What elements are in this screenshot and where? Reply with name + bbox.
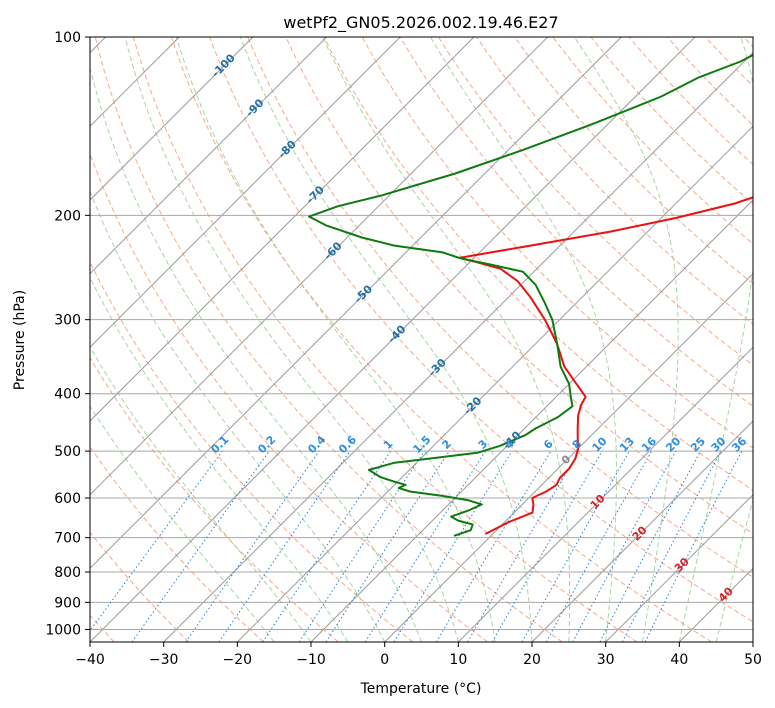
y-tick-label: 300 — [54, 313, 81, 329]
mixing-ratio-line — [393, 450, 513, 642]
isotherms — [90, 37, 753, 642]
mixing-ratio-line — [218, 450, 351, 642]
mixing-ratio-line — [90, 450, 223, 632]
dry-adiabat — [90, 531, 190, 642]
mixing-ratio-line — [572, 450, 677, 642]
moist-adiabat — [321, 37, 571, 642]
mixing-ratio-line — [131, 450, 270, 642]
x-tick-label: −20 — [223, 652, 253, 668]
dry-adiabat — [399, 37, 753, 407]
moist-adiabat — [239, 37, 533, 642]
isotherm-line — [90, 37, 401, 349]
y-tick-label: 400 — [54, 387, 81, 403]
x-tick-label: −40 — [75, 652, 105, 668]
moist-adiabat — [715, 498, 753, 642]
mixing-ratio-line — [521, 450, 630, 642]
dry-adiabat — [209, 37, 753, 623]
dry-adiabat — [437, 37, 753, 366]
moist-adiabat — [678, 37, 753, 642]
dry-adiabat — [514, 37, 753, 285]
mixing-ratio-lines — [90, 450, 743, 642]
dry-adiabat — [94, 37, 563, 642]
isotherm-line — [90, 37, 696, 642]
x-tick-label: 20 — [523, 652, 541, 668]
mixing-ratio-line — [298, 450, 425, 642]
y-axis-label: Pressure (hPa) — [12, 290, 28, 390]
isotherm-line — [384, 272, 753, 642]
mixing-ratio-line — [185, 450, 320, 642]
dry-adiabat — [90, 152, 488, 642]
chart-title: wetPf2_GN05.2026.002.19.46.E27 — [283, 13, 558, 33]
moist-adiabat — [90, 276, 349, 642]
dry-adiabat — [247, 37, 753, 578]
profile-series — [308, 53, 753, 537]
y-tick-label: 700 — [54, 531, 81, 547]
y-tick-label: 1000 — [45, 622, 81, 638]
dry-adiabat — [323, 37, 753, 491]
isotherm-line — [90, 37, 328, 275]
x-tick-label: 50 — [744, 652, 762, 668]
plot-frame — [89, 36, 754, 643]
x-tick-label: 40 — [670, 652, 688, 668]
isotherm-line — [90, 37, 622, 570]
y-tick-label: 500 — [54, 444, 81, 460]
mixing-ratio-line — [325, 450, 450, 642]
y-tick-label: 200 — [54, 208, 81, 224]
dry-adiabat — [171, 37, 712, 642]
y-tick-label: 800 — [54, 565, 81, 581]
x-axis-ticks: −40 −30 −20 −10 0 10 20 30 40 50 — [75, 642, 762, 668]
moist-adiabat — [124, 37, 459, 642]
dewpoint-line — [308, 53, 753, 537]
mixing-ratio-line — [262, 450, 392, 642]
moist-adiabat — [430, 37, 617, 642]
isotherm-line — [163, 51, 753, 642]
isotherm-line — [310, 199, 753, 642]
y-tick-label: 600 — [54, 491, 81, 507]
mixing-ratio-line — [545, 450, 653, 642]
isotherm-line — [90, 37, 549, 496]
x-tick-label: −10 — [296, 652, 326, 668]
moist-adiabat — [574, 37, 679, 642]
isotherm-line — [457, 346, 753, 642]
y-tick-label: 100 — [54, 30, 81, 46]
moist-adiabats — [90, 37, 753, 642]
dry-adiabat — [90, 446, 264, 642]
dry-adiabat — [361, 37, 753, 449]
x-tick-label: −30 — [149, 652, 179, 668]
x-tick-label: 0 — [380, 652, 389, 668]
temperature-line — [458, 196, 753, 535]
moist-adiabat — [175, 37, 496, 642]
mixing-ratio-line — [644, 450, 743, 642]
isotherm-line — [90, 37, 475, 422]
isotherm-line — [605, 493, 753, 642]
moist-adiabat — [90, 66, 422, 642]
x-tick-label: 30 — [597, 652, 615, 668]
isotherm-line — [236, 125, 753, 642]
isotherm-line — [90, 37, 254, 201]
x-axis-label: Temperature (°C) — [360, 681, 482, 697]
dry-adiabat — [90, 356, 339, 642]
y-tick-label: 900 — [54, 595, 81, 611]
moist-adiabat — [90, 405, 275, 642]
x-tick-label: 10 — [449, 652, 467, 668]
dry-adiabat — [132, 37, 638, 642]
y-axis-ticks: 100 200 300 400 500 600 700 800 900 1000 — [45, 30, 90, 638]
dry-adiabat — [285, 37, 753, 535]
isotherm-line — [531, 420, 753, 642]
